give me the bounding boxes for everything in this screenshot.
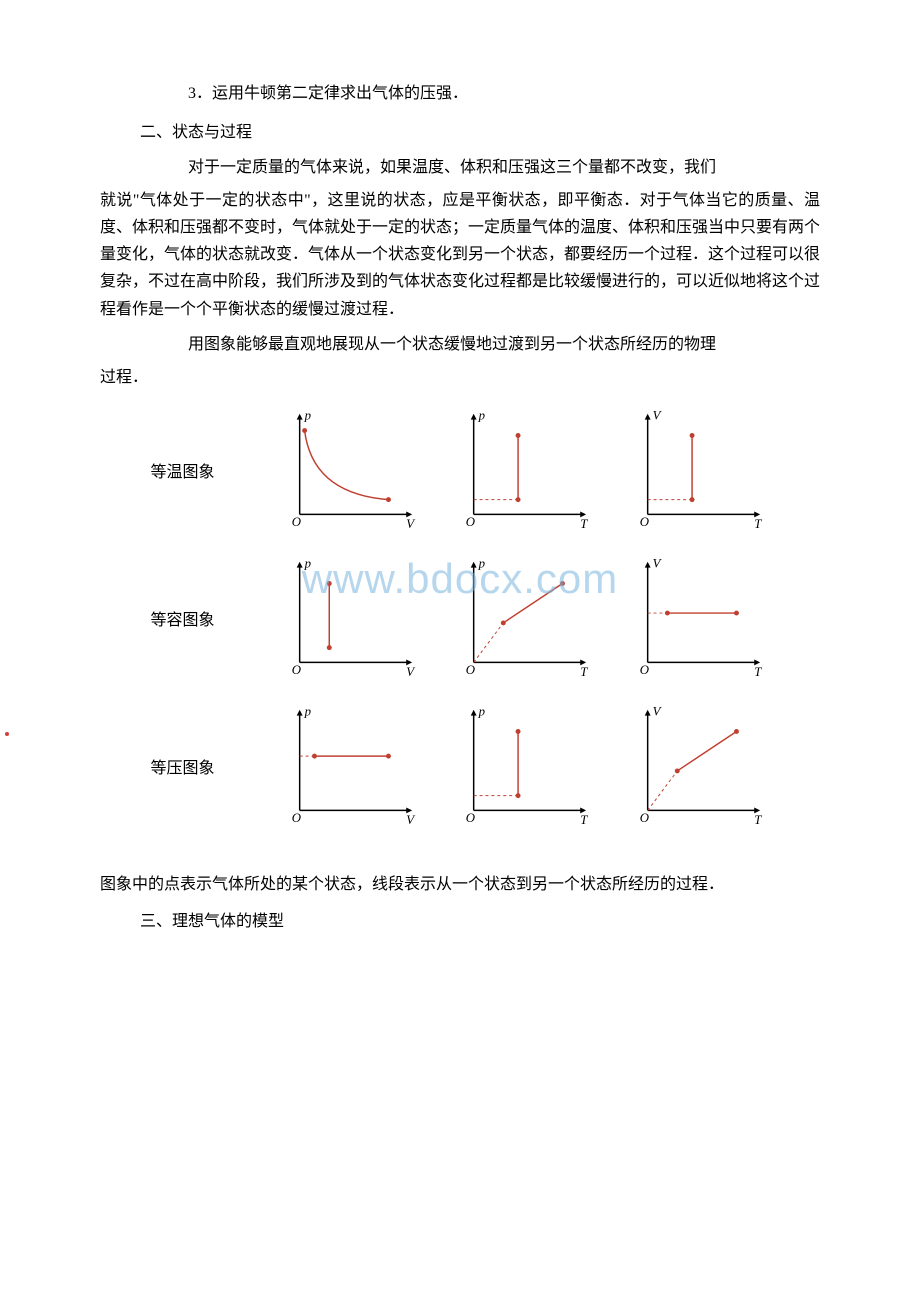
para1-first-line: 对于一定质量的气体来说，如果温度、体积和压强这三个量都不改变，我们 [100, 154, 820, 181]
svg-text:p: p [304, 557, 312, 571]
svg-text:p: p [304, 705, 312, 719]
diagram-caption: 图象中的点表示气体所处的某个状态，线段表示从一个状态到另一个状态所经历的过程． [100, 871, 820, 898]
heading-2: 二、状态与过程 [100, 119, 820, 148]
svg-text:O: O [466, 663, 475, 677]
svg-text:p: p [478, 705, 486, 719]
svg-text:V: V [406, 517, 416, 531]
mini-chart: O V T [623, 701, 771, 831]
row-label: 等容图象 [100, 606, 275, 630]
svg-text:p: p [478, 409, 486, 423]
svg-text:O: O [466, 811, 475, 825]
charts-container: O p V O p T O V T [275, 405, 771, 535]
svg-text:T: T [580, 517, 588, 531]
numbered-point-3: 3．运用牛顿第二定律求出气体的压强． [100, 80, 820, 109]
svg-text:O: O [640, 515, 649, 529]
svg-text:V: V [653, 409, 663, 423]
svg-text:O: O [292, 663, 301, 677]
svg-text:V: V [653, 705, 663, 719]
svg-text:p: p [478, 557, 486, 571]
svg-text:V: V [653, 557, 663, 571]
svg-text:O: O [292, 811, 301, 825]
svg-text:T: T [580, 665, 588, 679]
svg-text:T: T [754, 665, 762, 679]
diagram-row: 等压图象 O p V O p T O V T [100, 701, 820, 831]
diagram-row: 等容图象 O p V O p T O V T [100, 553, 820, 683]
row-label: 等压图象 [100, 754, 275, 778]
mini-chart: O V T [623, 553, 771, 683]
diagram-grid: 等温图象 O p V O p T O V T 等容图象 [100, 405, 820, 831]
heading-3: 三、理想气体的模型 [100, 908, 820, 937]
mini-chart: O p V [275, 701, 423, 831]
svg-text:V: V [406, 665, 416, 679]
diagram-row: 等温图象 O p V O p T O V T [100, 405, 820, 535]
charts-container: O p V O p T O V T [275, 701, 771, 831]
charts-container: O p V O p T O V T [275, 553, 771, 683]
mini-chart: O V T [623, 405, 771, 535]
para2-body: 过程． [100, 364, 820, 391]
svg-text:T: T [754, 813, 762, 827]
mini-chart: O p V [275, 405, 423, 535]
row-label: 等温图象 [100, 458, 275, 482]
mini-chart: O p V [275, 553, 423, 683]
svg-text:O: O [640, 811, 649, 825]
para1-body: 就说"气体处于一定的状态中"，这里说的状态，应是平衡状态，即平衡态．对于气体当它… [100, 187, 820, 323]
mini-chart: O p T [449, 553, 597, 683]
svg-text:O: O [640, 663, 649, 677]
svg-text:T: T [580, 813, 588, 827]
svg-text:p: p [304, 409, 312, 423]
svg-text:O: O [466, 515, 475, 529]
svg-text:O: O [292, 515, 301, 529]
mini-chart: O p T [449, 405, 597, 535]
svg-text:T: T [754, 517, 762, 531]
stray-red-dot [5, 732, 9, 736]
mini-chart: O p T [449, 701, 597, 831]
para2-first-line: 用图象能够最直观地展现从一个状态缓慢地过渡到另一个状态所经历的物理 [100, 331, 820, 358]
svg-text:V: V [406, 813, 416, 827]
